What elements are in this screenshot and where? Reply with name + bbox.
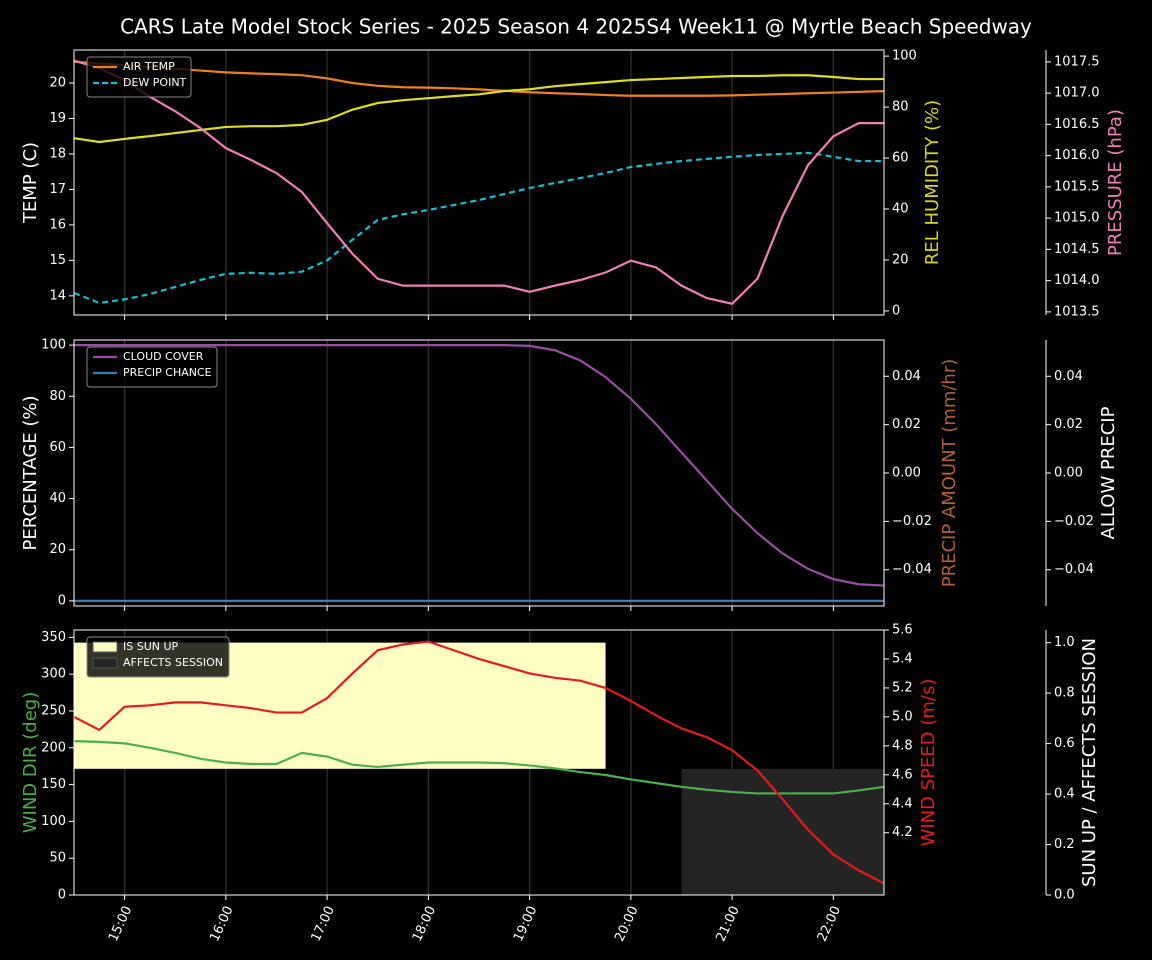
y-tick-label: 200 [41,740,66,755]
y-tick-label: −0.02 [892,514,932,529]
legend-box [86,346,218,388]
y-tick-label: 350 [41,630,66,645]
axis-label: WIND DIR (deg) [20,692,41,834]
y-tick-label: 300 [41,667,66,682]
line-series [73,59,884,305]
line-series [73,640,885,885]
y-tick-label: 20 [49,542,66,557]
y-tick-label: 1016.0 [1054,148,1100,163]
y-tick-label: 15 [49,253,66,268]
y-tick-label: 40 [892,202,909,217]
y-tick-label: 1017.0 [1054,86,1100,101]
line-series [73,60,885,97]
y-tick-label: 0.00 [892,466,921,481]
y-tick-label: 5.6 [892,623,913,638]
line-series [73,74,884,144]
y-tick-label: 1.0 [1054,635,1075,650]
y-tick-label: 4.2 [892,825,913,840]
y-tick-label: 1013.5 [1054,304,1100,319]
axis-label: REL HUMIDITY (%) [922,100,943,265]
y-tick-label: 1014.5 [1054,242,1100,257]
y-tick-label: 14 [49,288,66,303]
y-tick-label: 0.04 [892,369,921,384]
y-tick-label: 0.04 [1054,369,1083,384]
y-tick-label: 40 [49,491,66,506]
line-series [73,740,885,795]
y-tick-label: 16 [49,217,66,232]
plot-frame [73,629,885,896]
y-tick-label: 18 [49,146,66,161]
y-tick-label: 1015.0 [1054,211,1100,226]
y-tick-label: 19 [49,111,66,126]
y-tick-label: 1015.5 [1054,179,1100,194]
y-tick-label: 5.2 [892,680,913,695]
legend-box [86,636,230,678]
axis-label: PRESSURE (hPa) [1105,109,1126,256]
y-tick-label: 5.4 [892,651,913,666]
y-tick-label: 4.8 [892,738,913,753]
y-tick-label: 0.02 [892,417,921,432]
chart-title: CARS Late Model Stock Series - 2025 Seas… [120,15,1032,39]
y-tick-label: 0.02 [1054,417,1083,432]
y-tick-label: 0.00 [1054,466,1083,481]
y-tick-label: 50 [49,851,66,866]
y-tick-label: 20 [49,75,66,90]
y-tick-label: −0.02 [1054,514,1094,529]
y-tick-label: −0.04 [892,562,932,577]
axis-label: WIND SPEED (m/s) [918,679,939,847]
y-tick-label: 1016.5 [1054,117,1100,132]
y-tick-label: 0.2 [1054,837,1075,852]
y-tick-label: 80 [892,100,909,115]
legend-label: DEW POINT [123,76,187,89]
y-tick-label: 60 [892,151,909,166]
legend-label: IS SUN UP [123,640,179,653]
axis-label: ALLOW PRECIP [1098,406,1119,539]
y-tick-label: 100 [41,338,66,353]
y-tick-label: 250 [41,703,66,718]
region [681,768,884,895]
y-tick-label: 0.8 [1054,686,1075,701]
y-tick-label: 80 [49,389,66,404]
y-tick-label: 4.6 [892,767,913,782]
axis-label: PERCENTAGE (%) [20,395,41,550]
y-tick-label: 1014.0 [1054,273,1100,288]
axis-label: SUN UP / AFFECTS SESSION [1079,638,1100,887]
y-tick-label: 4.4 [892,796,913,811]
line-series [74,344,885,587]
axis-label: TEMP (C) [20,142,41,224]
legend-label: AIR TEMP [123,60,175,73]
axis-label: PRECIP AMOUNT (mm/hr) [939,359,960,588]
legend-label: PRECIP CHANCE [123,366,212,379]
y-tick-label: 150 [41,777,66,792]
legend-swatch [92,657,118,669]
legend-swatch [92,641,118,653]
y-tick-label: 0 [58,593,66,608]
y-tick-label: 20 [892,252,909,267]
legend-label: AFFECTS SESSION [123,656,223,669]
y-tick-label: −0.04 [1054,562,1094,577]
y-tick-label: 0.6 [1054,736,1075,751]
y-tick-label: 100 [892,49,917,64]
y-tick-label: 60 [49,440,66,455]
y-tick-label: 0.4 [1054,787,1075,802]
plot-frame [73,49,885,316]
y-tick-label: 1017.5 [1054,54,1100,69]
y-tick-label: 5.0 [892,709,913,724]
y-tick-label: 100 [41,814,66,829]
y-tick-label: 0 [892,303,900,318]
y-tick-label: 0 [58,888,66,903]
y-tick-label: 17 [49,182,66,197]
legend-label: CLOUD COVER [123,350,204,363]
line-series [73,151,884,305]
y-tick-label: 0.0 [1054,888,1075,903]
